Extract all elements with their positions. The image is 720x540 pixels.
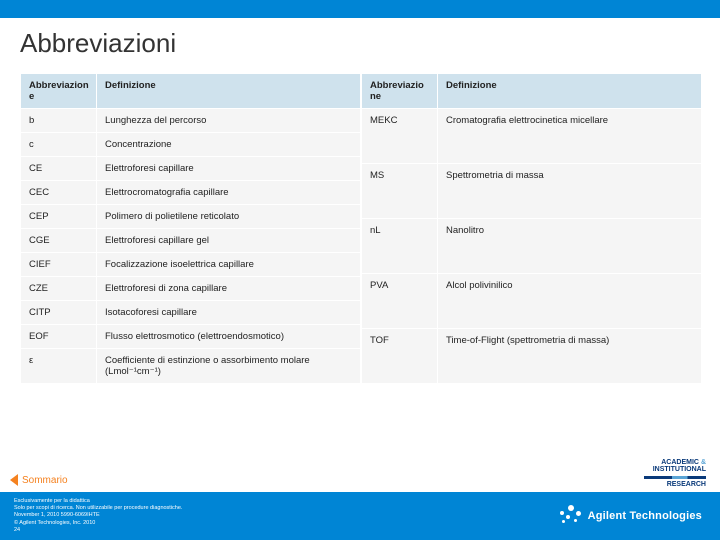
table-row: nLNanolitro (362, 219, 702, 274)
cell-def: Elettroforesi di zona capillare (97, 277, 361, 301)
cell-def: Spettrometria di massa (438, 164, 702, 219)
agilent-name: Agilent Technologies (588, 510, 702, 522)
cell-abbr: CE (21, 157, 97, 181)
table-row: PVAAlcol polivinilico (362, 274, 702, 329)
cell-def: Flusso elettrosmotico (elettroendosmotic… (97, 325, 361, 349)
table-row: EOFFlusso elettrosmotico (elettroendosmo… (21, 325, 361, 349)
cell-def: Lunghezza del percorso (97, 109, 361, 133)
agilent-logo: Agilent Technologies (558, 505, 720, 527)
cell-abbr: CIEF (21, 253, 97, 277)
cell-def: Concentrazione (97, 133, 361, 157)
table-row: CECElettrocromatografia capillare (21, 181, 361, 205)
cell-def: Coefficiente di estinzione o assorbiment… (97, 349, 361, 384)
cell-abbr: CEP (21, 205, 97, 229)
spark-icon (558, 505, 584, 527)
col-header-def: Definizione (438, 74, 702, 109)
table-row: CITPIsotacoforesi capillare (21, 301, 361, 325)
cell-abbr: b (21, 109, 97, 133)
table-row: εCoefficiente di estinzione o assorbimen… (21, 349, 361, 384)
tables-container: Abbreviazion e Definizione bLunghezza de… (0, 73, 720, 384)
chevron-left-icon (10, 474, 18, 486)
table-row: bLunghezza del percorso (21, 109, 361, 133)
footer-legal: Esclusivamente per la didattica Solo per… (0, 498, 558, 534)
academic-research-logo: ACADEMIC & INSTITUTIONAL RESEARCH (644, 459, 706, 488)
cell-def: Cromatografia elettrocinetica micellare (438, 109, 702, 164)
cell-def: Focalizzazione isoelettrica capillare (97, 253, 361, 277)
col-header-abbr: Abbreviazio ne (362, 74, 438, 109)
cell-def: Polimero di polietilene reticolato (97, 205, 361, 229)
cell-abbr: MS (362, 164, 438, 219)
table-row: CZEElettroforesi di zona capillare (21, 277, 361, 301)
cell-def: Alcol polivinilico (438, 274, 702, 329)
abbrev-table-left: Abbreviazion e Definizione bLunghezza de… (20, 73, 361, 384)
cell-def: Elettrocromatografia capillare (97, 181, 361, 205)
table-row: CIEFFocalizzazione isoelettrica capillar… (21, 253, 361, 277)
cell-abbr: PVA (362, 274, 438, 329)
cell-abbr: c (21, 133, 97, 157)
table-row: cConcentrazione (21, 133, 361, 157)
cell-def: Elettroforesi capillare (97, 157, 361, 181)
summary-link[interactable]: Sommario (10, 474, 68, 486)
cell-def: Isotacoforesi capillare (97, 301, 361, 325)
cell-def: Nanolitro (438, 219, 702, 274)
summary-label: Sommario (18, 475, 68, 486)
cell-def: Elettroforesi capillare gel (97, 229, 361, 253)
cell-abbr: TOF (362, 329, 438, 384)
col-header-def: Definizione (97, 74, 361, 109)
cell-abbr: nL (362, 219, 438, 274)
table-row: MSSpettrometria di massa (362, 164, 702, 219)
cell-abbr: ε (21, 349, 97, 384)
cell-abbr: CEC (21, 181, 97, 205)
table-row: CEPPolimero di polietilene reticolato (21, 205, 361, 229)
cell-abbr: CGE (21, 229, 97, 253)
page-title: Abbreviazioni (0, 18, 720, 73)
cell-abbr: MEKC (362, 109, 438, 164)
table-row: TOFTime-of-Flight (spettrometria di mass… (362, 329, 702, 384)
table-row: CGEElettroforesi capillare gel (21, 229, 361, 253)
table-row: MEKCCromatografia elettrocinetica micell… (362, 109, 702, 164)
brand-top-bar (0, 0, 720, 18)
cell-abbr: EOF (21, 325, 97, 349)
table-row: CEElettroforesi capillare (21, 157, 361, 181)
footer-bar: Esclusivamente per la didattica Solo per… (0, 492, 720, 540)
cell-def: Time-of-Flight (spettrometria di massa) (438, 329, 702, 384)
cell-abbr: CZE (21, 277, 97, 301)
cell-abbr: CITP (21, 301, 97, 325)
col-header-abbr: Abbreviazion e (21, 74, 97, 109)
abbrev-table-right: Abbreviazio ne Definizione MEKCCromatogr… (361, 73, 702, 384)
